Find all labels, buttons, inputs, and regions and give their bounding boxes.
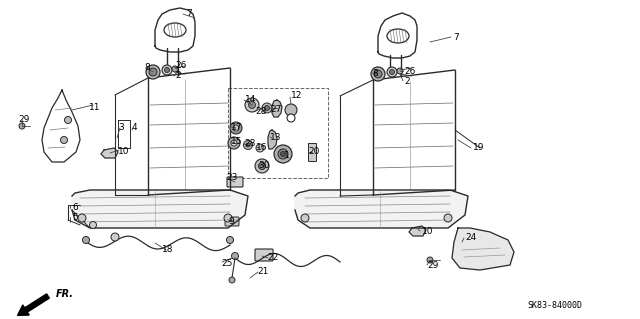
Circle shape [390, 70, 394, 75]
Circle shape [280, 152, 285, 157]
Text: FR.: FR. [56, 289, 74, 299]
Circle shape [245, 98, 259, 112]
Circle shape [19, 123, 25, 129]
Text: 30: 30 [258, 161, 269, 170]
Text: 28: 28 [255, 108, 266, 116]
Circle shape [285, 104, 297, 116]
Circle shape [61, 137, 67, 144]
Polygon shape [452, 228, 514, 270]
Circle shape [427, 257, 433, 263]
Text: 29: 29 [18, 115, 29, 124]
Text: SK83-84000D: SK83-84000D [527, 301, 582, 310]
FancyArrow shape [17, 294, 49, 315]
Circle shape [278, 149, 288, 159]
Circle shape [374, 70, 382, 78]
Polygon shape [72, 190, 248, 228]
Text: 28: 28 [244, 139, 255, 149]
Circle shape [162, 65, 172, 75]
Text: 22: 22 [267, 254, 278, 263]
Text: 9: 9 [228, 218, 234, 226]
Text: 13: 13 [270, 133, 282, 143]
Text: 15: 15 [231, 137, 243, 146]
Circle shape [90, 221, 97, 228]
Circle shape [246, 143, 250, 147]
Circle shape [387, 67, 397, 77]
Circle shape [164, 68, 170, 72]
Text: 16: 16 [256, 143, 268, 152]
Text: 2: 2 [404, 77, 410, 85]
Circle shape [262, 103, 272, 113]
Text: 2: 2 [175, 71, 180, 80]
Text: 8: 8 [144, 63, 150, 72]
Text: 18: 18 [163, 246, 173, 255]
Circle shape [256, 144, 264, 152]
Circle shape [274, 145, 292, 163]
Text: 7: 7 [453, 33, 459, 42]
Circle shape [264, 106, 269, 110]
Polygon shape [295, 190, 468, 228]
Text: 17: 17 [231, 122, 243, 131]
Text: 19: 19 [473, 144, 484, 152]
Circle shape [172, 66, 178, 72]
Circle shape [146, 65, 160, 79]
Text: 27: 27 [270, 105, 282, 114]
Text: 12: 12 [291, 92, 302, 100]
Text: 8: 8 [372, 69, 378, 78]
Text: 29: 29 [427, 262, 438, 271]
Text: 26: 26 [404, 66, 415, 76]
Polygon shape [409, 226, 426, 236]
Text: 3: 3 [118, 123, 124, 132]
Polygon shape [272, 100, 282, 117]
Circle shape [230, 122, 242, 134]
Circle shape [111, 233, 119, 241]
Circle shape [255, 159, 269, 173]
Circle shape [259, 162, 266, 169]
Text: 6: 6 [72, 203, 77, 211]
FancyBboxPatch shape [225, 217, 239, 226]
Circle shape [227, 236, 234, 243]
Text: 21: 21 [257, 268, 268, 277]
Bar [228, 88, 328, 178]
Circle shape [301, 214, 309, 222]
Circle shape [78, 214, 86, 222]
Text: 1: 1 [284, 152, 290, 160]
Circle shape [65, 116, 72, 123]
FancyBboxPatch shape [255, 249, 273, 261]
Circle shape [228, 137, 240, 149]
Text: 14: 14 [245, 94, 257, 103]
Circle shape [83, 236, 90, 243]
Circle shape [397, 68, 403, 74]
Bar [308, 143, 316, 161]
Circle shape [287, 114, 295, 122]
Text: 7: 7 [186, 10, 192, 19]
Text: 5: 5 [72, 212, 77, 221]
Circle shape [233, 125, 239, 131]
Circle shape [224, 214, 232, 222]
Circle shape [243, 140, 253, 150]
Circle shape [444, 214, 452, 222]
Text: 23: 23 [226, 174, 237, 182]
Text: 4: 4 [132, 123, 138, 132]
Text: 24: 24 [465, 234, 476, 242]
Circle shape [229, 277, 235, 283]
FancyBboxPatch shape [227, 177, 243, 187]
Circle shape [248, 101, 255, 108]
Text: 11: 11 [89, 103, 100, 113]
Circle shape [149, 68, 157, 76]
Circle shape [232, 253, 239, 259]
Text: 20: 20 [308, 147, 319, 157]
Polygon shape [101, 148, 118, 158]
Text: 26: 26 [175, 62, 186, 70]
Circle shape [371, 67, 385, 81]
Text: 25: 25 [221, 258, 232, 268]
Text: 10: 10 [118, 147, 129, 157]
Polygon shape [268, 130, 277, 149]
Circle shape [231, 140, 237, 146]
Text: 10: 10 [422, 227, 433, 236]
